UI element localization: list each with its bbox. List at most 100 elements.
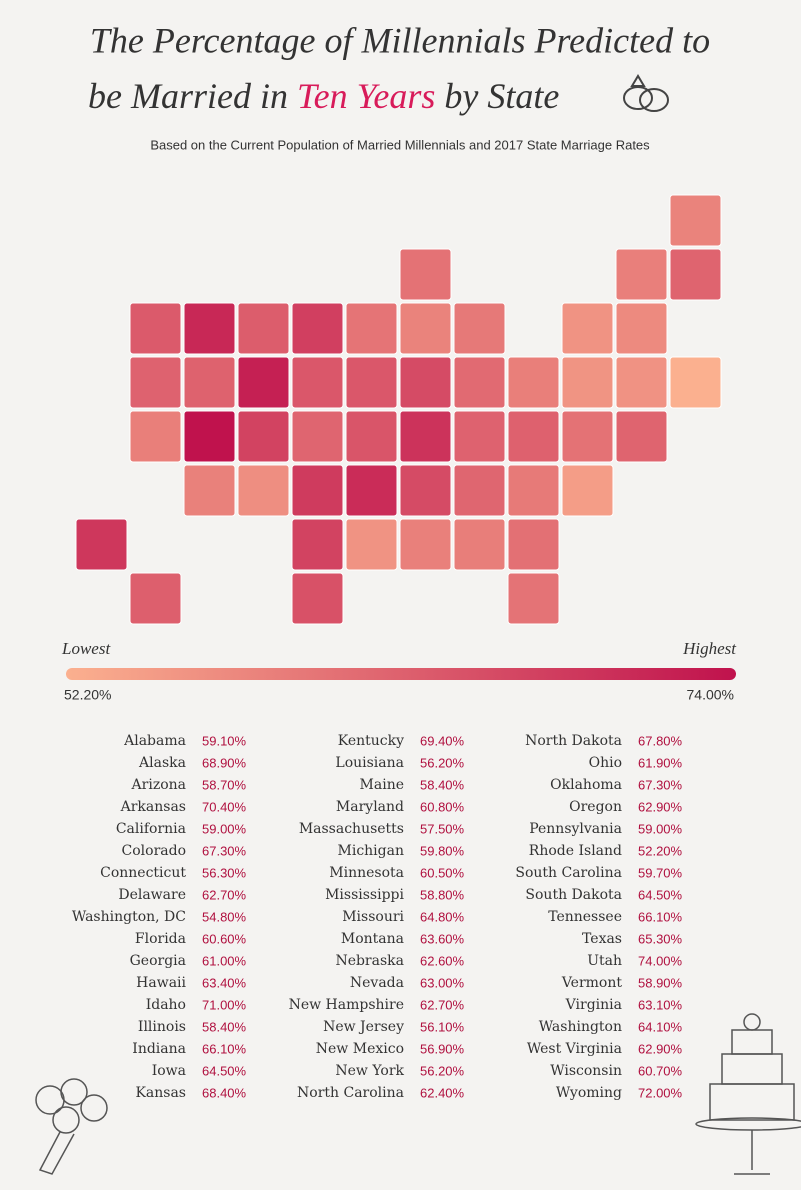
state-name: Minnesota — [329, 865, 404, 881]
state-tile — [399, 410, 452, 463]
state-value: 58.70% — [202, 777, 247, 792]
state-value: 52.20% — [638, 843, 683, 858]
state-name: Massachusetts — [299, 821, 404, 837]
state-tile — [183, 302, 236, 355]
state-name: New Jersey — [323, 1019, 404, 1035]
state-name: South Dakota — [525, 887, 622, 903]
state-name: Illinois — [138, 1019, 186, 1035]
state-value: 60.80% — [420, 799, 465, 814]
state-value: 59.00% — [638, 821, 683, 836]
state-tile — [453, 518, 506, 571]
state-value: 56.10% — [420, 1019, 465, 1034]
legend-bar — [66, 668, 736, 680]
state-table: Alabama 59.10% Alaska 68.90% Arizona 58.70% Ar… — [72, 733, 683, 1101]
state-value: 60.50% — [420, 865, 465, 880]
state-tile — [507, 518, 560, 571]
state-tile — [615, 356, 668, 409]
state-value: 62.70% — [202, 887, 247, 902]
state-value: 58.90% — [638, 975, 683, 990]
state-tile — [615, 248, 668, 301]
state-name: Florida — [135, 931, 186, 947]
state-value: 62.90% — [638, 799, 683, 814]
state-name: New Mexico — [316, 1041, 404, 1057]
state-value: 68.90% — [202, 755, 247, 770]
state-value: 56.30% — [202, 865, 247, 880]
state-tile — [453, 356, 506, 409]
state-name: Georgia — [130, 953, 186, 969]
state-name: Kansas — [135, 1085, 186, 1101]
state-name: Michigan — [338, 843, 404, 859]
state-value: 59.80% — [420, 843, 465, 858]
state-value: 62.60% — [420, 953, 465, 968]
state-value: 56.20% — [420, 755, 465, 770]
state-value: 60.60% — [202, 931, 247, 946]
state-tile — [561, 302, 614, 355]
state-name: Alaska — [138, 755, 186, 771]
state-value: 72.00% — [638, 1085, 683, 1100]
state-tile — [129, 572, 182, 625]
state-name: New York — [335, 1063, 404, 1079]
state-tile — [183, 464, 236, 517]
state-value: 64.50% — [202, 1063, 247, 1078]
state-name: Oklahoma — [550, 777, 622, 793]
state-value: 64.10% — [638, 1019, 683, 1034]
state-value: 67.30% — [202, 843, 247, 858]
state-tile — [291, 356, 344, 409]
state-tile — [183, 410, 236, 463]
state-tile — [129, 302, 182, 355]
legend-min: 52.20% — [64, 687, 111, 703]
state-tile — [129, 410, 182, 463]
title-part: by State — [444, 76, 559, 116]
state-value: 66.10% — [202, 1041, 247, 1056]
state-value: 63.60% — [420, 931, 465, 946]
state-tile — [507, 572, 560, 625]
state-value: 67.80% — [638, 733, 683, 748]
state-tile — [507, 356, 560, 409]
state-tile — [669, 248, 722, 301]
map — [75, 194, 722, 625]
state-tile — [615, 302, 668, 355]
state-name: North Dakota — [525, 733, 622, 749]
state-name: Maine — [360, 777, 404, 793]
state-tile — [237, 464, 290, 517]
state-name: California — [116, 821, 186, 837]
state-name: Arizona — [131, 777, 186, 793]
state-tile — [399, 248, 452, 301]
state-tile — [507, 464, 560, 517]
state-value: 63.00% — [420, 975, 465, 990]
state-tile — [399, 356, 452, 409]
state-tile — [561, 410, 614, 463]
state-tile — [291, 464, 344, 517]
state-name: New Hampshire — [289, 997, 404, 1013]
state-name: Arkansas — [120, 799, 186, 815]
state-value: 65.30% — [638, 931, 683, 946]
state-name: Maryland — [336, 799, 404, 815]
state-tile — [561, 356, 614, 409]
title-line: be Married in Ten Years by State — [88, 76, 559, 116]
state-name: Montana — [341, 931, 404, 947]
state-name: West Virginia — [527, 1041, 622, 1057]
state-value: 57.50% — [420, 821, 465, 836]
rings-icon — [623, 74, 669, 112]
state-value: 64.50% — [638, 887, 683, 902]
state-tile — [669, 194, 722, 247]
state-tile — [399, 464, 452, 517]
state-value: 69.40% — [420, 733, 465, 748]
cake-icon — [695, 1013, 801, 1175]
state-tile — [129, 356, 182, 409]
state-value: 61.00% — [202, 953, 247, 968]
state-value: 63.40% — [202, 975, 247, 990]
state-tile — [345, 518, 398, 571]
state-name: Tennessee — [548, 909, 622, 925]
state-value: 71.00% — [202, 997, 247, 1012]
state-name: Indiana — [132, 1041, 186, 1057]
state-value: 66.10% — [638, 909, 683, 924]
state-value: 62.70% — [420, 997, 465, 1012]
state-name: Rhode Island — [529, 843, 622, 859]
state-value: 62.90% — [638, 1041, 683, 1056]
state-value: 62.40% — [420, 1085, 465, 1100]
state-name: Washington, DC — [72, 909, 186, 925]
state-tile — [345, 410, 398, 463]
state-tile — [345, 464, 398, 517]
state-name: Virginia — [565, 997, 622, 1013]
